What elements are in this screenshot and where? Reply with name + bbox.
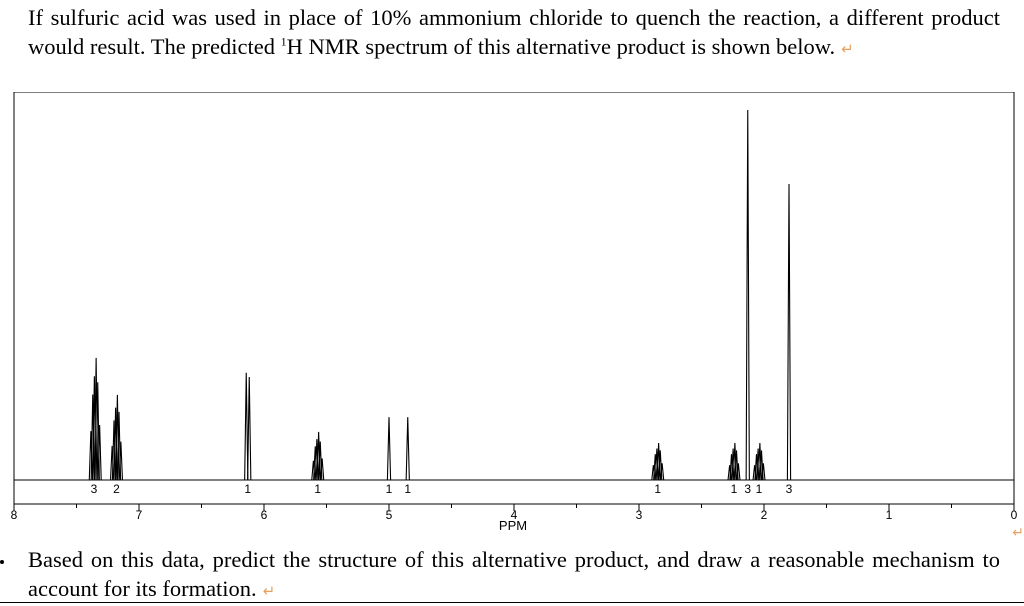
question-paragraph: If sulfuric acid was used in place of 10…: [28, 3, 1000, 64]
integration-label: 1: [386, 482, 393, 496]
x-tick-label: 7: [136, 508, 143, 522]
spectrum-peak: [386, 417, 392, 481]
x-tick-label: 2: [761, 508, 768, 522]
paragraph-return-icon: ↵: [841, 40, 854, 58]
edge-return-icon: ↵: [1012, 525, 1024, 541]
spectrum-peak: [95, 382, 100, 481]
integration-label: 1: [314, 482, 321, 496]
superscript-one: 1: [280, 34, 287, 49]
x-tick-label: 8: [11, 508, 18, 522]
x-axis-label: PPM: [499, 518, 527, 533]
prompt-paragraph: Based on this data, predict the structur…: [28, 545, 1000, 606]
bottom-divider: [0, 602, 1024, 603]
integration-label: 3: [91, 482, 98, 496]
x-tick-label: 6: [261, 508, 268, 522]
x-tick-label: 5: [386, 508, 393, 522]
x-axis-ticks: [13, 504, 1015, 511]
integration-label: 1: [756, 482, 763, 496]
spectrum-peak: [247, 376, 252, 481]
prompt-text: Based on this data, predict the structur…: [28, 547, 1000, 601]
question-text-a: If sulfuric acid was used in place of 10…: [28, 5, 1000, 59]
spectrum-peak: [759, 450, 764, 481]
spectrum-peak: [734, 450, 739, 481]
x-tick-label: 0: [1011, 508, 1018, 522]
x-tick-label: 4: [511, 508, 518, 522]
spectrum-peak: [318, 441, 323, 481]
spectrum-peak: [745, 109, 750, 481]
spectrum-peaks: [88, 109, 792, 481]
spectrum-peak: [786, 183, 792, 481]
spectrum-peak: [88, 431, 94, 481]
integration-label: 1: [731, 482, 738, 496]
x-tick-label: 3: [636, 508, 643, 522]
spectrum-peak: [651, 465, 656, 481]
spectrum-peak: [244, 372, 249, 481]
bullet-marker: [0, 560, 4, 564]
plot-frame: [13, 92, 1015, 505]
x-tick-label: 1: [886, 508, 893, 522]
integration-label: 3: [786, 482, 793, 496]
question-text-b: H NMR spectrum of this alternative produ…: [286, 34, 836, 59]
prompt-return-icon: ↵: [262, 582, 276, 600]
integration-label: 1: [654, 482, 661, 496]
spectrum-peak: [109, 445, 115, 481]
spectrum-peak: [727, 465, 732, 481]
integration-label: 1: [244, 482, 251, 496]
spectrum-peak: [405, 417, 410, 481]
spectrum-peak: [116, 411, 122, 481]
spectrum-peak: [658, 450, 663, 481]
spectrum-peak: [752, 465, 757, 481]
x-axis-tick-labels: 8 7 6 5 4 3 2 1 0: [11, 508, 1018, 522]
integration-label: 1: [404, 482, 411, 496]
spectrum-peak: [311, 460, 316, 481]
integration-label: 3: [744, 482, 751, 496]
integration-label: 2: [113, 482, 120, 496]
